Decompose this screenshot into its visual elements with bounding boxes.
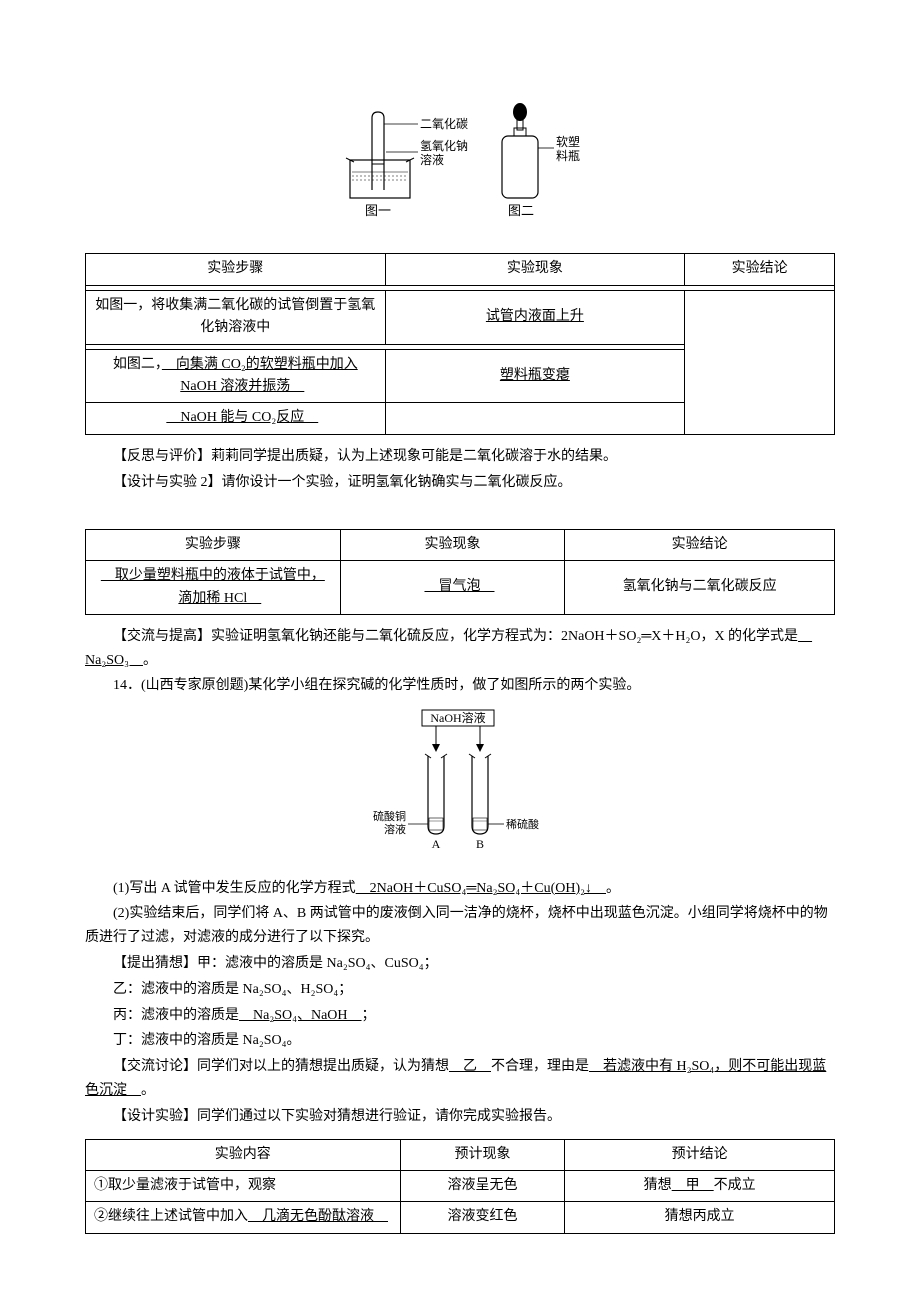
design-exp-para: 【设计实验】同学们通过以下实验对猜想进行验证，请你完成实验报告。: [85, 1105, 835, 1129]
t3-h3: 预计结论: [565, 1139, 835, 1170]
caption-right: 图二: [508, 203, 534, 218]
t2-r1-phenom: 冒气泡: [340, 561, 565, 615]
q14-2-para: (2)实验结束后，同学们将 A、B 两试管中的废液倒入同一洁净的烧杯，烧杯中出现…: [85, 902, 835, 950]
t1-r2-phenom: 塑料瓶变瘪: [385, 349, 685, 403]
label-soft: 软塑: [556, 134, 580, 149]
t3-h1: 实验内容: [86, 1139, 401, 1170]
label-solution: 溶液: [420, 152, 444, 167]
t3-r2-conc: 猜想丙成立: [565, 1202, 835, 1233]
d2-cuso4-2: 溶液: [384, 822, 406, 836]
t2-h-conc: 实验结论: [565, 529, 835, 560]
t2-h-step: 实验步骤: [86, 529, 341, 560]
t3-r1-phenom: 溶液呈无色: [400, 1171, 565, 1202]
t3-h2: 预计现象: [400, 1139, 565, 1170]
diagram-1-svg: 二氧化碳 氢氧化钠 溶液 图一 软塑 料瓶 图二: [330, 100, 590, 225]
hyp-ding: 丁：滤液中的溶质是 Na₂SO₄。: [85, 1029, 835, 1053]
hyp-jia: 【提出猜想】甲：滤液中的溶质是 Na₂SO₄、CuSO₄；: [85, 952, 835, 976]
d2-cuso4-1: 硫酸铜: [373, 809, 406, 823]
t1-h-phenom: 实验现象: [385, 254, 685, 285]
design2-para: 【设计与实验 2】请你设计一个实验，证明氢氧化钠确实与二氧化碳反应。: [85, 471, 835, 495]
reflect-para: 【反思与评价】莉莉同学提出质疑，认为上述现象可能是二氧化碳溶于水的结果。: [85, 445, 835, 469]
table-2: 实验步骤 实验现象 实验结论 取少量塑料瓶中的液体于试管中，滴加稀 HCl 冒气…: [85, 529, 835, 615]
t3-r1-conc: 猜想 甲 不成立: [565, 1171, 835, 1202]
hyp-yi: 乙：滤液中的溶质是 Na₂SO₄、H₂SO₄；: [85, 978, 835, 1002]
t1-r3-phenom: [385, 403, 685, 434]
d2-b: B: [476, 837, 484, 851]
hyp-bing: 丙：滤液中的溶质是 Na₂SO₄、NaOH ；: [85, 1004, 835, 1028]
table-1: 实验步骤 实验现象 实验结论 如图一，将收集满二氧化碳的试管倒置于氢氧化钠溶液中…: [85, 253, 835, 434]
t2-r1-conc: 氢氧化钠与二氧化碳反应: [565, 561, 835, 615]
diagram-2-svg: NaOH溶液 A 硫酸铜 溶液 B 稀硫酸: [350, 706, 570, 856]
d2-h2so4: 稀硫酸: [506, 817, 539, 831]
discuss-para: 【交流讨论】同学们对以上的猜想提出质疑，认为猜想 乙 不合理，理由是 若滤液中有…: [85, 1055, 835, 1103]
t1-r2-step: 如图二， 向集满 CO₂的软塑料瓶中加入 NaOH 溶液并振荡: [86, 349, 386, 403]
diagram-1: 二氧化碳 氢氧化钠 溶液 图一 软塑 料瓶 图二: [85, 100, 835, 233]
table-3: 实验内容 预计现象 预计结论 ①取少量滤液于试管中，观察 溶液呈无色 猜想 甲 …: [85, 1139, 835, 1234]
t1-r1-step: 如图一，将收集满二氧化碳的试管倒置于氢氧化钠溶液中: [86, 290, 386, 344]
diagram-2: NaOH溶液 A 硫酸铜 溶液 B 稀硫酸: [85, 706, 835, 864]
caption-left: 图一: [365, 203, 391, 218]
label-bottle: 料瓶: [556, 149, 580, 163]
t1-r3-step: NaOH 能与 CO₂反应: [86, 403, 386, 434]
label-co2: 二氧化碳: [420, 117, 468, 131]
exchange-para: 【交流与提高】实验证明氢氧化钠还能与二氧化硫反应，化学方程式为：2NaOH＋SO…: [85, 625, 835, 673]
t2-r1-step: 取少量塑料瓶中的液体于试管中，滴加稀 HCl: [86, 561, 341, 615]
t3-r1-content: ①取少量滤液于试管中，观察: [86, 1171, 401, 1202]
t1-h-conc: 实验结论: [685, 254, 835, 285]
q14-para: 14．(山西专家原创题)某化学小组在探究碱的化学性质时，做了如图所示的两个实验。: [85, 674, 835, 698]
t1-r1-phenom: 试管内液面上升: [385, 290, 685, 344]
t3-r2-phenom: 溶液变红色: [400, 1202, 565, 1233]
t3-r2-content: ②继续往上述试管中加入 几滴无色酚酞溶液: [86, 1202, 401, 1233]
t2-h-phenom: 实验现象: [340, 529, 565, 560]
label-naoh: 氢氧化钠: [420, 138, 468, 153]
q14-1-para: (1)写出 A 试管中发生反应的化学方程式 2NaOH＋CuSO₄═Na₂SO₄…: [85, 877, 835, 901]
d2-a: A: [432, 837, 441, 851]
t1-h-step: 实验步骤: [86, 254, 386, 285]
d2-naoh: NaOH溶液: [430, 710, 485, 725]
t1-conc-empty: [685, 290, 835, 434]
